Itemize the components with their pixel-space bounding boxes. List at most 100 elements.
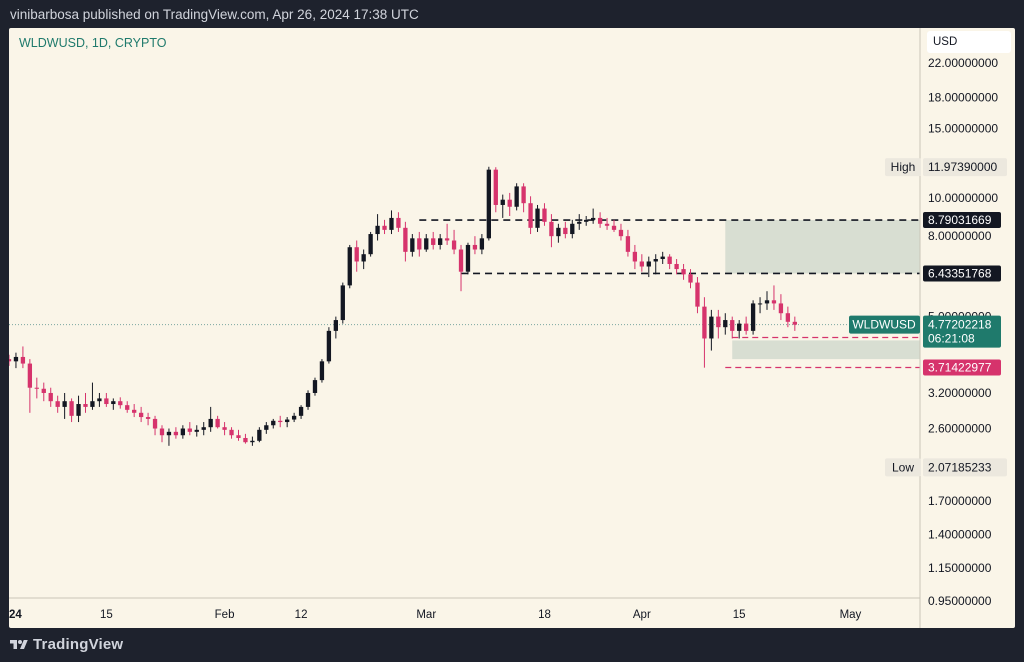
candle[interactable] — [55, 395, 60, 413]
candle[interactable] — [584, 216, 589, 226]
candle[interactable] — [709, 309, 714, 351]
time-tick-label[interactable]: Apr — [633, 609, 651, 621]
candle[interactable] — [194, 425, 199, 437]
candle[interactable] — [417, 231, 422, 257]
candle[interactable] — [479, 234, 485, 255]
candle[interactable] — [646, 256, 651, 278]
candle[interactable] — [215, 415, 220, 429]
candle[interactable] — [653, 254, 658, 275]
candle[interactable] — [291, 412, 297, 423]
candle[interactable] — [507, 192, 512, 217]
candle[interactable] — [604, 217, 610, 230]
time-tick-label[interactable]: May — [840, 609, 862, 621]
currency-button[interactable]: USD — [927, 31, 1011, 53]
candle[interactable] — [159, 425, 165, 443]
candle[interactable] — [639, 254, 644, 272]
time-tick-label[interactable]: 15 — [100, 609, 113, 621]
candle[interactable] — [625, 229, 631, 257]
candle[interactable] — [152, 415, 158, 436]
candle[interactable] — [737, 320, 742, 339]
candle[interactable] — [236, 429, 241, 441]
candle[interactable] — [326, 327, 332, 364]
candle[interactable] — [104, 392, 109, 407]
candle[interactable] — [431, 231, 436, 250]
candle[interactable] — [48, 387, 53, 407]
candle[interactable] — [577, 214, 582, 230]
candle[interactable] — [201, 422, 206, 436]
candle[interactable] — [486, 166, 491, 241]
candle[interactable] — [730, 316, 735, 339]
chart-panel[interactable]: 22.00000000 18.00000000 15.00000000 10.0000… — [9, 28, 1015, 628]
candle[interactable] — [278, 415, 283, 428]
candle[interactable] — [771, 285, 777, 310]
candle[interactable] — [688, 269, 693, 289]
candle[interactable] — [500, 194, 505, 218]
candle[interactable] — [611, 219, 617, 232]
candle[interactable] — [563, 221, 568, 239]
candle[interactable] — [785, 306, 791, 328]
candle[interactable] — [723, 313, 728, 335]
time-tick-label[interactable]: 15 — [733, 609, 746, 621]
candle[interactable] — [660, 251, 665, 264]
candle[interactable] — [34, 377, 39, 399]
candle[interactable] — [312, 377, 318, 396]
candle[interactable] — [438, 234, 443, 250]
candle[interactable] — [41, 382, 46, 402]
candle[interactable] — [618, 223, 624, 241]
candle[interactable] — [132, 404, 137, 418]
candle[interactable] — [549, 214, 554, 248]
time-tick-label[interactable]: Feb — [215, 609, 235, 621]
candle[interactable] — [597, 212, 603, 228]
time-tick-label[interactable]: 18 — [538, 609, 551, 621]
candle[interactable] — [333, 316, 339, 339]
candle[interactable] — [118, 397, 123, 409]
candle[interactable] — [368, 231, 373, 257]
candle[interactable] — [764, 291, 770, 310]
candle[interactable] — [305, 390, 311, 410]
candle[interactable] — [90, 382, 95, 410]
candle[interactable] — [111, 398, 116, 410]
candle[interactable] — [528, 196, 533, 235]
candle[interactable] — [382, 219, 387, 235]
candle[interactable] — [243, 433, 248, 444]
candle[interactable] — [125, 401, 130, 413]
candle[interactable] — [62, 392, 67, 419]
candle[interactable] — [570, 219, 575, 239]
candle[interactable] — [458, 244, 464, 292]
candle[interactable] — [271, 418, 276, 429]
time-tick-label[interactable]: 2024 — [9, 609, 22, 621]
candle[interactable] — [180, 425, 186, 439]
candle[interactable] — [173, 427, 179, 439]
candle[interactable] — [83, 392, 88, 413]
candle[interactable] — [138, 406, 144, 423]
candle[interactable] — [396, 212, 401, 232]
candle[interactable] — [472, 236, 478, 255]
candle[interactable] — [695, 277, 700, 314]
candles-layer[interactable] — [9, 166, 797, 446]
candle[interactable] — [69, 398, 74, 423]
candle[interactable] — [632, 244, 638, 270]
candle[interactable] — [229, 427, 234, 439]
candle[interactable] — [13, 352, 19, 369]
candle[interactable] — [347, 244, 352, 289]
candle[interactable] — [375, 214, 380, 241]
candle[interactable] — [542, 203, 547, 226]
candle[interactable] — [403, 221, 408, 262]
candle[interactable] — [535, 204, 540, 232]
candlestick-chart[interactable]: 22.00000000 18.00000000 15.00000000 10.0000… — [9, 28, 1015, 628]
candle[interactable] — [716, 309, 721, 339]
time-tick-label[interactable]: Mar — [416, 609, 436, 621]
candle[interactable] — [319, 359, 325, 383]
candle[interactable] — [250, 436, 255, 446]
candle[interactable] — [750, 300, 756, 335]
candle[interactable] — [590, 208, 596, 224]
candle[interactable] — [757, 297, 763, 314]
candle[interactable] — [556, 223, 561, 243]
time-tick-label[interactable]: 12 — [295, 609, 308, 621]
candle[interactable] — [521, 183, 526, 213]
price-axis[interactable]: 22.00000000 18.00000000 15.00000000 10.0000… — [928, 56, 998, 608]
candle[interactable] — [389, 210, 394, 235]
candle[interactable] — [743, 316, 749, 335]
candle[interactable] — [361, 249, 366, 270]
time-axis[interactable]: 2024 15 Feb 12 Mar 18 Apr 15 May — [9, 609, 862, 621]
